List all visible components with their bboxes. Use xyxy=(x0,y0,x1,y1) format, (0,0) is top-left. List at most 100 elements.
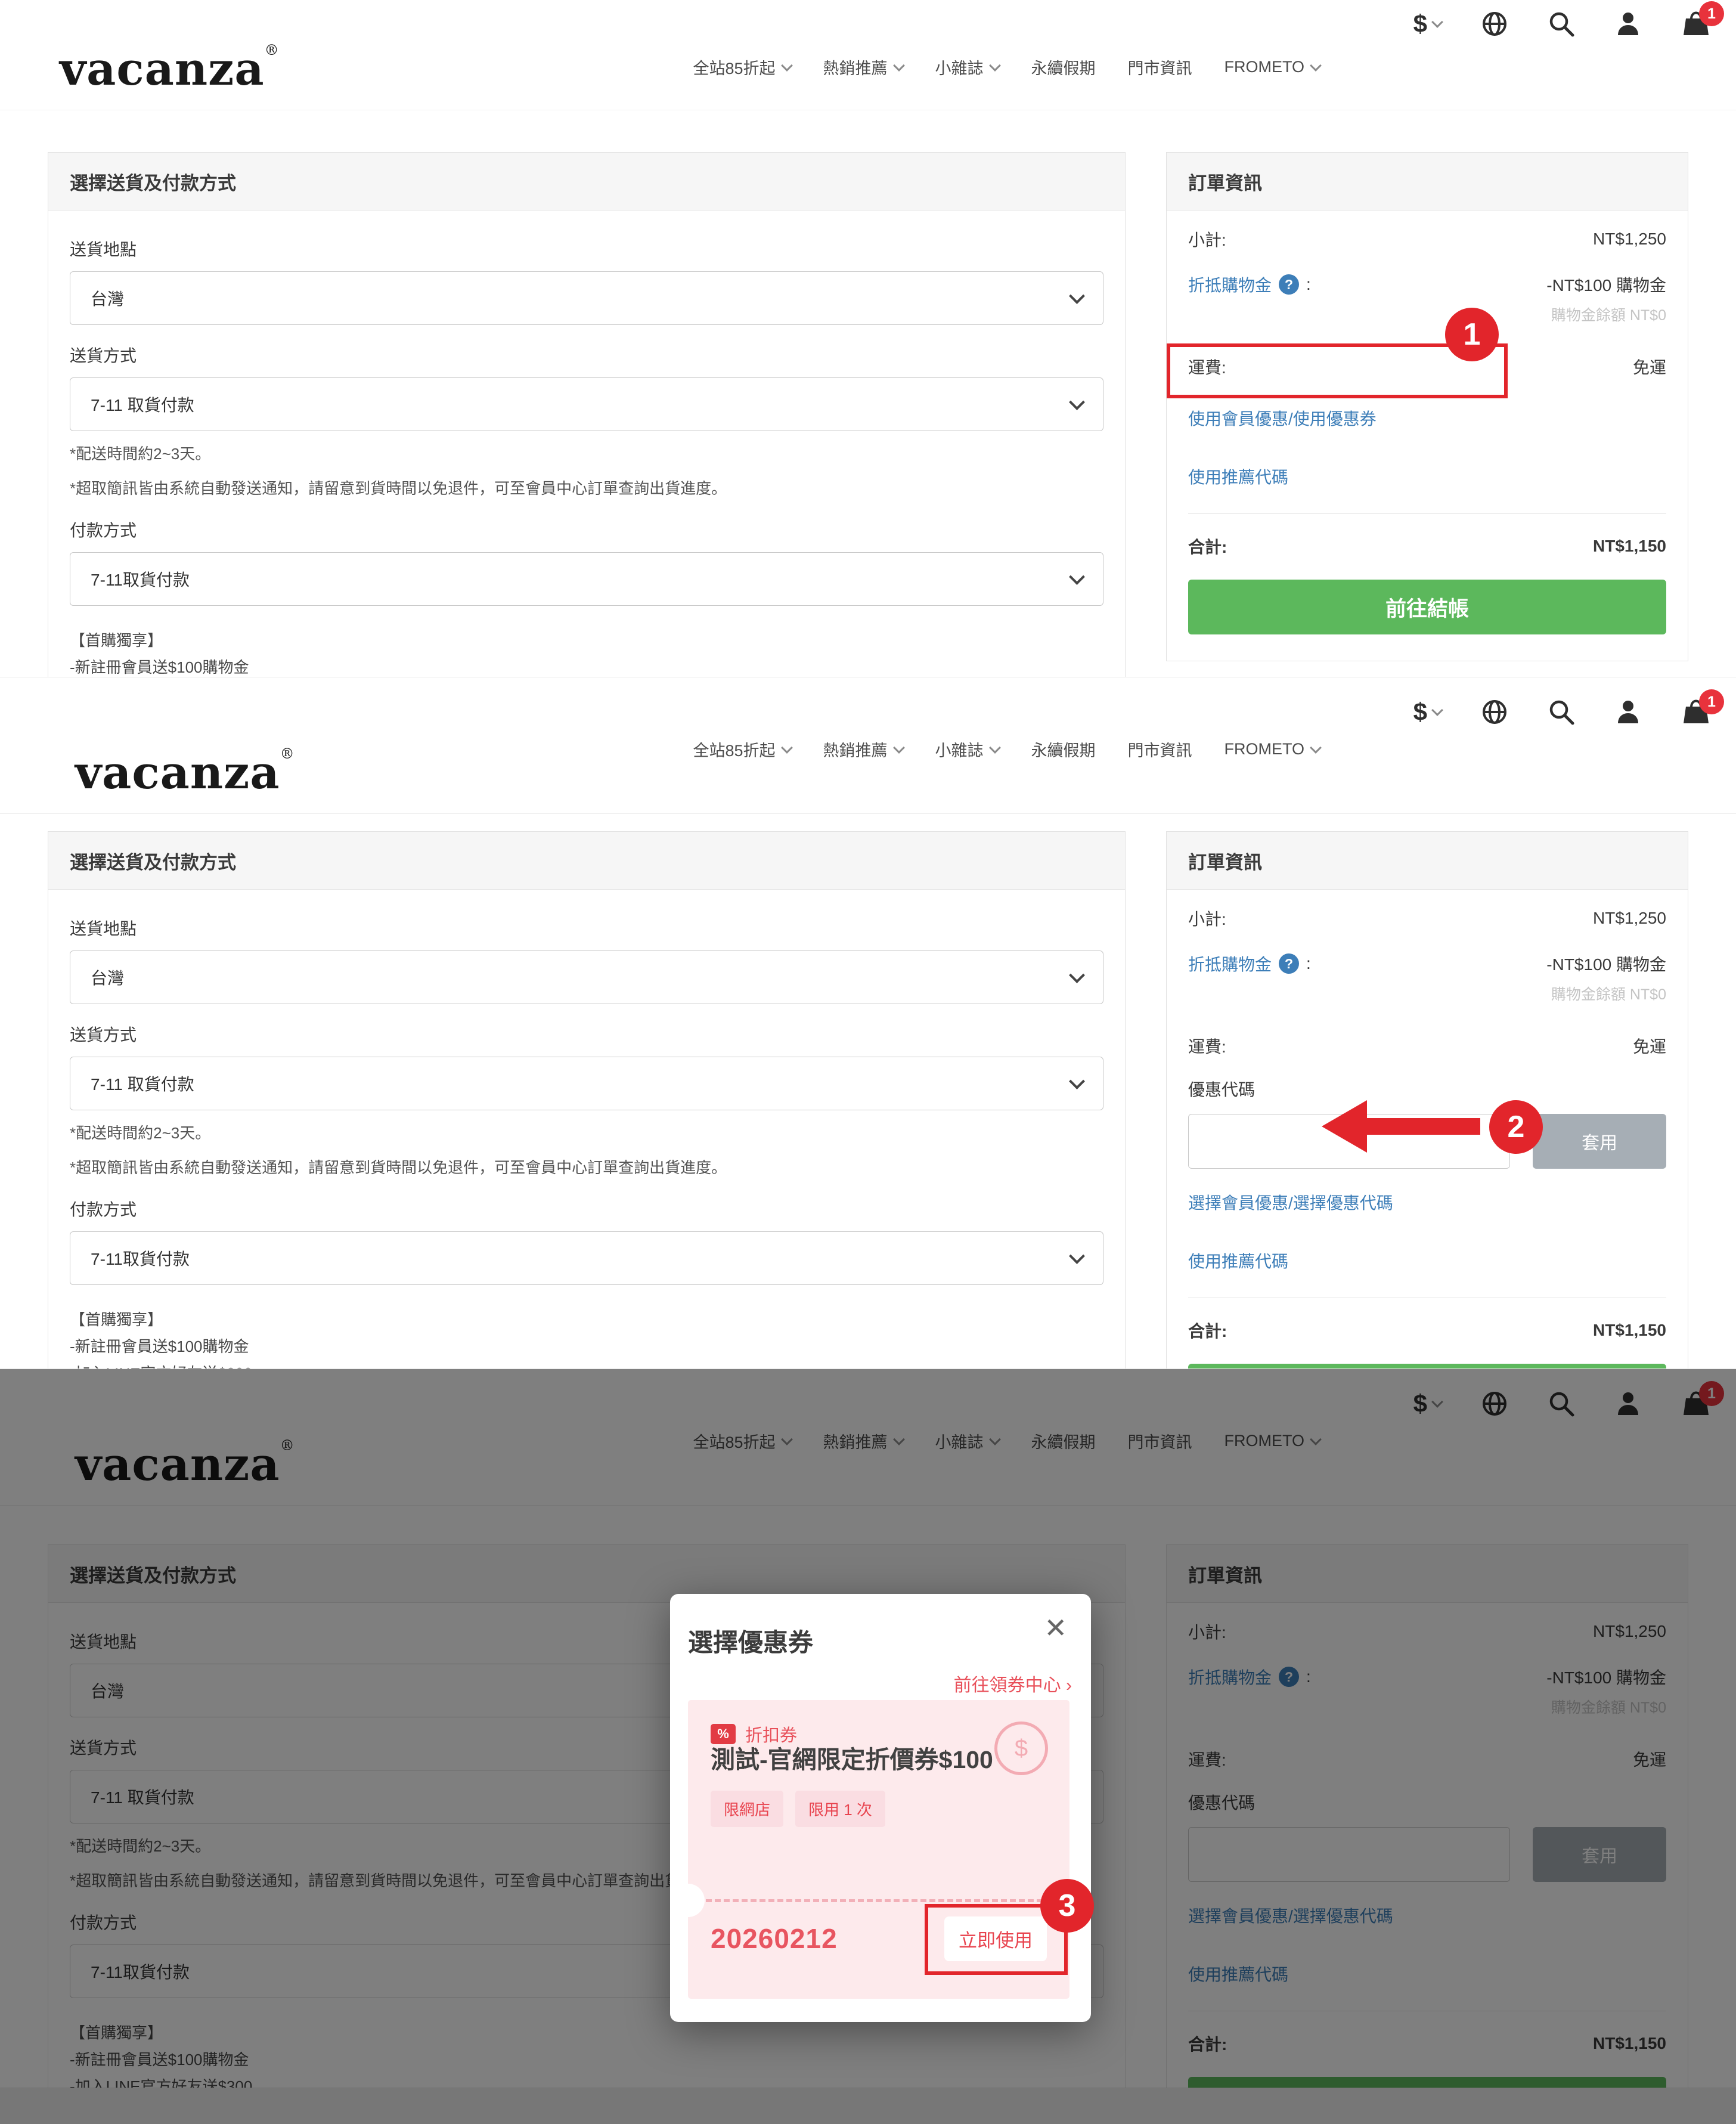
coupon-name: 測試-官網限定折價券$100 xyxy=(711,1746,993,1773)
nav-item-magazine[interactable]: 小雜誌 xyxy=(935,738,1001,761)
method-select[interactable]: 7-11 取貨付款 xyxy=(70,377,1103,431)
globe-icon[interactable] xyxy=(1481,698,1508,726)
order-panel-title: 訂單資訊 xyxy=(1167,153,1688,210)
chevron-down-icon xyxy=(1069,1073,1085,1089)
nav-item-sale[interactable]: 全站85折起 xyxy=(693,738,793,761)
payment-select[interactable]: 7-11取貨付款 xyxy=(70,552,1103,606)
chevron-down-icon xyxy=(892,59,905,72)
nav-item-sustain[interactable]: 永續假期 xyxy=(1031,742,1096,760)
referral-code-link[interactable]: 使用推薦代碼 xyxy=(1188,1252,1289,1271)
annotation-arrow-step2 xyxy=(1322,1100,1367,1153)
location-select[interactable]: 台灣 xyxy=(70,271,1103,325)
payment-select[interactable]: 7-11取貨付款 xyxy=(70,1231,1103,1286)
method-label: 送貨方式 xyxy=(70,346,137,365)
nav-item-stores[interactable]: 門市資訊 xyxy=(1127,60,1192,78)
chevron-down-icon xyxy=(1310,741,1322,754)
referral-code-link[interactable]: 使用推薦代碼 xyxy=(1188,468,1289,487)
payment-label: 付款方式 xyxy=(70,1200,137,1219)
screenshot-step-3: vacanza® 全站85折起 熱銷推薦 小雜誌 永續假期 門市資訊 FROME… xyxy=(0,1368,1736,2124)
annotation-arrow-shaft xyxy=(1363,1118,1480,1135)
shipping-fee-label: 運費: xyxy=(1188,358,1226,377)
nav-item-stores[interactable]: 門市資訊 xyxy=(1127,742,1192,760)
delivery-note-2: *超取簡訊皆由系統自動發送通知，請留意到貨時間以免退件，可至會員中心訂單查詢出貨… xyxy=(70,1158,727,1176)
location-label: 送貨地點 xyxy=(70,240,137,259)
cart-button[interactable]: 1 xyxy=(1681,689,1724,726)
order-info-panel: 訂單資訊 小計: NT$1,250 折抵購物金?: -NT$100 購物金 購物金… xyxy=(1166,831,1688,1368)
coupon-type-row: % 折扣券 xyxy=(711,1722,797,1747)
coupon-notch-left xyxy=(671,1884,705,1917)
order-panel-title: 訂單資訊 xyxy=(1167,832,1688,890)
nav-item-magazine[interactable]: 小雜誌 xyxy=(935,55,1001,79)
screenshot-step-2: vacanza® 全站85折起 熱銷推薦 小雜誌 永續假期 門市資訊 FROME… xyxy=(0,677,1736,1368)
close-icon[interactable]: ✕ xyxy=(1044,1612,1067,1643)
delivery-note-1: *配送時間約2~3天。 xyxy=(70,445,211,463)
coupon-type-label: 折扣券 xyxy=(745,1726,798,1745)
nav-item-sale[interactable]: 全站85折起 xyxy=(693,55,793,79)
member-coupon-link[interactable]: 選擇會員優惠/選擇優惠代碼 xyxy=(1188,1194,1393,1212)
shipping-panel-title: 選擇送貨及付款方式 xyxy=(48,153,1125,210)
currency-selector[interactable]: $ xyxy=(1413,698,1443,726)
chevron-down-icon xyxy=(988,59,1001,72)
search-icon[interactable] xyxy=(1548,10,1575,38)
account-icon[interactable] xyxy=(1614,10,1642,38)
header-icon-row: $ 1 xyxy=(1413,1,1724,38)
method-select[interactable]: 7-11 取貨付款 xyxy=(70,1057,1103,1110)
annotation-box-step3 xyxy=(925,1904,1068,1975)
logo[interactable]: vacanza® xyxy=(75,745,295,799)
credit-link[interactable]: 折抵購物金 xyxy=(1188,276,1272,295)
order-info-panel: 訂單資訊 小計: NT$1,250 折抵購物金?: -NT$100 購物金 購物金… xyxy=(1166,152,1688,661)
credit-balance: 購物金餘額 NT$0 xyxy=(1551,307,1666,324)
checkout-button[interactable]: 前往結帳 xyxy=(1188,1364,1666,1368)
subtotal-label: 小計: xyxy=(1188,231,1226,249)
first-purchase-info: 【首購獨享】 -新註冊會員送$100購物金 -加入LINE官方好友送$300 -… xyxy=(70,1311,252,1368)
nav-item-hot[interactable]: 熱銷推薦 xyxy=(823,55,905,79)
checkout-button[interactable]: 前往結帳 xyxy=(1188,580,1666,634)
apply-button[interactable]: 套用 xyxy=(1533,1114,1666,1169)
chevron-down-icon xyxy=(1069,568,1085,585)
help-icon[interactable]: ? xyxy=(1279,953,1300,974)
shipping-fee-label: 運費: xyxy=(1188,1038,1226,1056)
logo[interactable]: vacanza® xyxy=(60,42,280,95)
total-value: NT$1,150 xyxy=(1593,537,1666,555)
chevron-down-icon xyxy=(1069,1247,1085,1264)
help-icon[interactable]: ? xyxy=(1279,274,1300,295)
chevron-down-icon xyxy=(780,59,793,72)
promo-code-label: 優惠代碼 xyxy=(1188,1080,1256,1099)
credit-link[interactable]: 折抵購物金 xyxy=(1188,955,1272,974)
total-label: 合計: xyxy=(1188,1322,1227,1340)
method-label: 送貨方式 xyxy=(70,1026,137,1044)
annotation-circle-3: 3 xyxy=(1040,1879,1094,1933)
coupon-modal: 選擇優惠券 ✕ 前往領券中心 › % 折扣券 測試-官網限定折價券$100 $ … xyxy=(670,1594,1094,2022)
coupon-center-link[interactable]: 前往領券中心 › xyxy=(953,1676,1072,1695)
main-nav: 全站85折起 熱銷推薦 小雜誌 永續假期 門市資訊 FROMETO xyxy=(693,738,1322,761)
nav-item-sustain[interactable]: 永續假期 xyxy=(1031,60,1096,78)
annotation-box-step1 xyxy=(1167,343,1508,398)
currency-selector[interactable]: $ xyxy=(1413,10,1443,38)
use-now-button[interactable]: 立即使用 xyxy=(944,1916,1047,1961)
subtotal-label: 小計: xyxy=(1188,910,1226,928)
chevron-down-icon xyxy=(1069,287,1085,304)
payment-label: 付款方式 xyxy=(70,521,137,540)
tag-online-only: 限網店 xyxy=(711,1791,784,1827)
coupon-card: % 折扣券 測試-官網限定折價券$100 $ 限網店 限用 1 次 202602… xyxy=(671,1700,1094,1999)
coupon-code: 20260212 xyxy=(711,1923,838,1954)
credit-colon: : xyxy=(1306,275,1311,293)
chevron-down-icon xyxy=(1431,16,1443,28)
first-purchase-info: 【首購獨享】 -新註冊會員送$100購物金 -加入LINE官方好友送$300 -… xyxy=(70,631,249,677)
shipping-panel-title: 選擇送貨及付款方式 xyxy=(48,832,1125,890)
subtotal-value: NT$1,250 xyxy=(1593,909,1666,927)
shipping-payment-panel: 選擇送貨及付款方式 送貨地點 台灣 送貨方式 7-11 取貨付款 *配送時間約2… xyxy=(48,831,1126,1368)
nav-item-frometo[interactable]: FROMETO xyxy=(1224,740,1322,758)
cart-count-badge: 1 xyxy=(1699,1,1724,26)
cart-button[interactable]: 1 xyxy=(1681,1,1724,38)
nav-item-hot[interactable]: 熱銷推薦 xyxy=(823,738,905,761)
location-select[interactable]: 台灣 xyxy=(70,950,1103,1004)
account-icon[interactable] xyxy=(1614,698,1642,726)
chevron-down-icon xyxy=(1069,394,1085,410)
search-icon[interactable] xyxy=(1548,698,1575,726)
nav-item-frometo[interactable]: FROMETO xyxy=(1224,58,1322,76)
member-coupon-link[interactable]: 使用會員優惠/使用優惠券 xyxy=(1188,410,1377,428)
chevron-down-icon xyxy=(1310,59,1322,72)
globe-icon[interactable] xyxy=(1481,10,1508,38)
dollar-badge-icon: $ xyxy=(994,1722,1048,1775)
